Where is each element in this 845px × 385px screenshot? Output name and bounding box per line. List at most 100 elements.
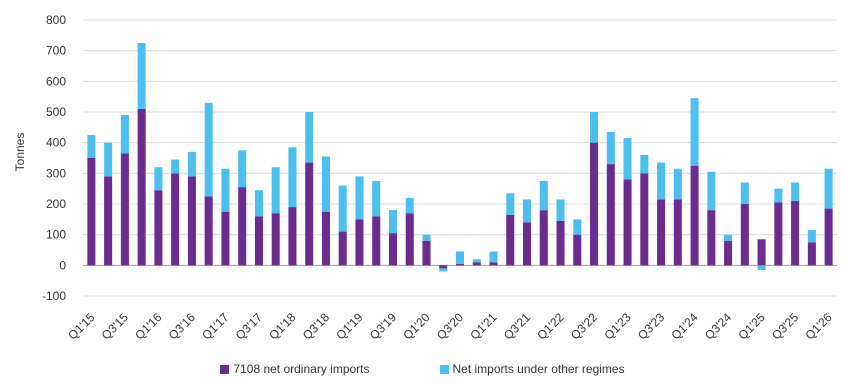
x-tick-label: Q1'21	[467, 310, 500, 343]
x-tick-label: Q3'21	[501, 310, 534, 343]
bar-ordinary-imports	[606, 164, 615, 266]
bar-ordinary-imports	[824, 208, 833, 266]
x-tick-label: Q3'25	[769, 310, 802, 343]
bar-ordinary-imports	[455, 263, 465, 266]
x-tick-label: Q1'22	[534, 310, 567, 343]
x-tick-label: Q3'17	[233, 310, 266, 343]
y-axis-ticks: -100 0 100 200 300 400 500 600 700 800	[42, 13, 66, 303]
bar-ordinary-imports	[355, 219, 364, 266]
bar-ordinary-imports	[472, 262, 481, 266]
y-tick-label: -100	[42, 289, 66, 303]
x-tick-label: Q1'24	[668, 310, 701, 343]
bar-other-regimes	[439, 268, 448, 272]
bar-ordinary-imports	[271, 213, 280, 266]
bar-ordinary-imports	[305, 162, 314, 266]
bar-ordinary-imports	[740, 204, 749, 266]
bar-ordinary-imports	[807, 242, 816, 266]
x-tick-label: Q3'18	[300, 310, 333, 343]
bar-other-regimes	[640, 154, 649, 174]
bar-ordinary-imports	[673, 199, 682, 266]
legend-label-other-regimes: Net imports under other regimes	[452, 362, 625, 376]
bar-ordinary-imports	[523, 222, 532, 266]
bar-other-regimes	[455, 251, 465, 264]
bar-other-regimes	[171, 159, 180, 174]
bar-ordinary-imports	[187, 176, 196, 266]
bar-other-regimes	[305, 112, 314, 163]
x-tick-label: Q1'15	[65, 310, 98, 343]
bar-ordinary-imports	[204, 196, 213, 266]
x-tick-label: Q3'15	[99, 310, 132, 343]
bar-ordinary-imports	[254, 216, 263, 266]
bar-ordinary-imports	[238, 187, 247, 266]
y-tick-label: 600	[46, 74, 66, 88]
bar-other-regimes	[757, 265, 766, 270]
bar-other-regimes	[740, 182, 749, 204]
x-tick-label: Q3'16	[166, 310, 199, 343]
bar-ordinary-imports	[87, 158, 96, 266]
bar-other-regimes	[690, 98, 699, 166]
x-tick-label: Q3'23	[635, 310, 668, 343]
y-tick-label: 200	[46, 197, 66, 211]
bar-other-regimes	[204, 102, 213, 197]
bar-other-regimes	[807, 230, 816, 243]
legend-swatch-other-regimes	[439, 364, 449, 374]
x-tick-label: Q1'16	[132, 310, 165, 343]
x-tick-label: Q1'20	[400, 310, 433, 343]
x-tick-label: Q3'19	[367, 310, 400, 343]
x-tick-label: Q1'19	[333, 310, 366, 343]
bar-other-regimes	[489, 251, 498, 263]
x-tick-label: Q3'22	[568, 310, 601, 343]
legend-label-ordinary-imports: 7108 net ordinary imports	[233, 362, 370, 376]
x-tick-label: Q1'17	[199, 310, 232, 343]
bar-other-regimes	[321, 156, 330, 212]
bar-ordinary-imports	[120, 153, 129, 266]
bar-other-regimes	[539, 181, 548, 211]
bar-ordinary-imports	[774, 202, 783, 266]
legend-item-other-regimes: Net imports under other regimes	[439, 362, 625, 376]
bar-ordinary-imports	[288, 207, 297, 266]
bar-other-regimes	[120, 115, 129, 154]
y-tick-label: 500	[46, 105, 66, 119]
x-axis-ticks: Q1'15 Q3'15 Q1'16 Q3'16 Q1'17 Q3'17 Q1'18 Q3'18…	[65, 310, 835, 343]
bars	[87, 43, 833, 272]
bar-ordinary-imports	[405, 213, 414, 266]
bar-ordinary-imports	[439, 265, 448, 269]
x-tick-label: Q3'24	[702, 310, 735, 343]
x-tick-label: Q1'23	[601, 310, 634, 343]
y-tick-label: 700	[46, 44, 66, 58]
bar-other-regimes	[104, 142, 113, 177]
bar-other-regimes	[137, 43, 146, 109]
bar-ordinary-imports	[137, 108, 146, 266]
bar-ordinary-imports	[372, 216, 381, 266]
bar-other-regimes	[87, 135, 96, 158]
bar-ordinary-imports	[489, 262, 498, 266]
bar-other-regimes	[556, 199, 565, 221]
bar-ordinary-imports	[506, 214, 515, 266]
legend-swatch-ordinary-imports	[220, 364, 230, 374]
bar-ordinary-imports	[657, 199, 666, 266]
bar-other-regimes	[355, 176, 364, 220]
bar-other-regimes	[824, 168, 833, 209]
bar-other-regimes	[154, 167, 163, 191]
bar-ordinary-imports	[623, 179, 632, 266]
bar-ordinary-imports	[539, 210, 548, 266]
x-tick-label: Q1'18	[266, 310, 299, 343]
bar-other-regimes	[288, 147, 297, 208]
bar-ordinary-imports	[338, 231, 347, 266]
bar-other-regimes	[271, 167, 280, 214]
bar-other-regimes	[405, 197, 414, 214]
bar-other-regimes	[372, 181, 381, 217]
bar-other-regimes	[238, 150, 247, 188]
bar-other-regimes	[673, 168, 682, 200]
bar-other-regimes	[606, 131, 615, 165]
y-tick-label: 400	[46, 136, 66, 150]
y-tick-label: 0	[59, 258, 66, 272]
bar-ordinary-imports	[690, 165, 699, 266]
legend: 7108 net ordinary imports Net imports un…	[0, 362, 845, 376]
y-tick-label: 800	[46, 13, 66, 27]
bar-ordinary-imports	[791, 200, 800, 266]
bar-ordinary-imports	[640, 173, 649, 266]
bar-other-regimes	[657, 162, 666, 200]
bar-other-regimes	[506, 193, 515, 215]
legend-item-ordinary-imports: 7108 net ordinary imports	[220, 362, 370, 376]
